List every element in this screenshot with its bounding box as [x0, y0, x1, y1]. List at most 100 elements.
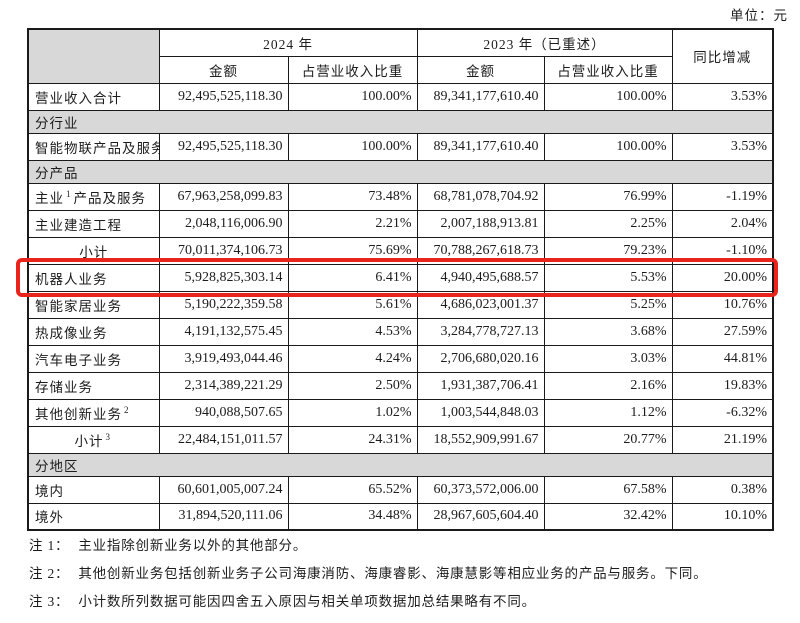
table-row: 其他创新业务 2 940,088,507.65 1.02% 1,003,544,848.…: [27, 398, 774, 427]
cell-pct-2023: 76.99%: [543, 182, 673, 211]
cell-pct-2024: 34.48%: [287, 502, 418, 531]
section-label: 分地区: [27, 452, 774, 477]
cell-pct-2023: 2.25%: [543, 209, 673, 238]
table-row: 主业建造工程 2,048,116,006.90 2.21% 2,007,188,913…: [27, 209, 774, 238]
section-label: 分行业: [27, 109, 774, 134]
row-label: 智能物联产品及服务: [27, 132, 160, 161]
cell-pct-2024: 4.24%: [287, 344, 418, 373]
section-row: 分行业: [27, 109, 774, 134]
footnote-1-text: 主业指除创新业务以外的其他部分。: [78, 538, 308, 553]
table-row: 境外 31,894,520,111.06 34.48% 28,967,605,604.…: [27, 502, 774, 531]
cell-yoy: 2.04%: [671, 209, 774, 238]
header-year-2024: 2024 年: [158, 28, 418, 57]
cell-pct-2023: 79.23%: [543, 236, 673, 265]
row-label: 小计: [27, 236, 160, 265]
cell-yoy: 27.59%: [671, 317, 774, 346]
cell-pct-2023: 5.25%: [543, 290, 673, 319]
revenue-breakdown-table: 2024 年 2023 年（已重述） 同比增减 金额 占营业收入比重 金额 占营…: [27, 28, 774, 531]
footnote-2: 注 2： 其他创新业务包括创新业务子公司海康消防、海康睿影、海康慧影等相应业务的产…: [29, 565, 708, 582]
cell-pct-2023: 67.58%: [543, 475, 673, 504]
cell-pct-2024: 100.00%: [287, 132, 418, 161]
row-label: 小计 3: [27, 425, 160, 454]
cell-amount-2023: 28,967,605,604.40: [416, 502, 545, 531]
row-label: 其他创新业务 2: [27, 398, 160, 427]
footnote-2-label: 注 2：: [29, 566, 70, 581]
row-label: 智能家居业务: [27, 290, 160, 319]
section-row: 分地区: [27, 452, 774, 477]
header-pct-2024: 占营业收入比重: [287, 55, 418, 84]
cell-yoy: 20.00%: [671, 263, 774, 292]
cell-amount-2023: 3,284,778,727.13: [416, 317, 545, 346]
header-year-2023: 2023 年（已重述）: [416, 28, 673, 57]
cell-amount-2023: 89,341,177,610.40: [416, 132, 545, 161]
cell-pct-2024: 73.48%: [287, 182, 418, 211]
cell-amount-2023: 89,341,177,610.40: [416, 82, 545, 111]
cell-pct-2024: 75.69%: [287, 236, 418, 265]
cell-amount-2024: 4,191,132,575.45: [158, 317, 289, 346]
cell-pct-2023: 100.00%: [543, 82, 673, 111]
header-amount-2024: 金额: [158, 55, 289, 84]
header-blank-cell: [27, 28, 160, 84]
table-row: 小计 3 22,484,151,011.57 24.31% 18,552,909,991…: [27, 425, 774, 454]
row-label: 境内: [27, 475, 160, 504]
unit-label: 单位：元: [730, 8, 788, 23]
cell-amount-2023: 1,003,544,848.03: [416, 398, 545, 427]
cell-amount-2023: 4,686,023,001.37: [416, 290, 545, 319]
row-label: 机器人业务: [27, 263, 160, 292]
section-row: 分产品: [27, 159, 774, 184]
cell-yoy: 10.10%: [671, 502, 774, 531]
footnote-2-text: 其他创新业务包括创新业务子公司海康消防、海康睿影、海康慧影等相应业务的产品与服务…: [78, 566, 708, 581]
cell-pct-2024: 1.02%: [287, 398, 418, 427]
table-row: 境内 60,601,005,007.24 65.52% 60,373,572,006.…: [27, 475, 774, 504]
cell-pct-2024: 100.00%: [287, 82, 418, 111]
row-label: 营业收入合计: [27, 82, 160, 111]
cell-amount-2024: 940,088,507.65: [158, 398, 289, 427]
header-amount-2023: 金额: [416, 55, 545, 84]
cell-yoy: -6.32%: [671, 398, 774, 427]
cell-yoy: 44.81%: [671, 344, 774, 373]
row-label: 存储业务: [27, 371, 160, 400]
cell-pct-2024: 5.61%: [287, 290, 418, 319]
row-label: 主业建造工程: [27, 209, 160, 238]
cell-amount-2023: 1,931,387,706.41: [416, 371, 545, 400]
cell-amount-2024: 5,190,222,359.58: [158, 290, 289, 319]
cell-amount-2024: 60,601,005,007.24: [158, 475, 289, 504]
cell-pct-2023: 100.00%: [543, 132, 673, 161]
cell-pct-2023: 32.42%: [543, 502, 673, 531]
cell-amount-2024: 22,484,151,011.57: [158, 425, 289, 454]
cell-yoy: 21.19%: [671, 425, 774, 454]
cell-pct-2024: 2.21%: [287, 209, 418, 238]
header-yoy: 同比增减: [671, 28, 774, 84]
table-row: 小计 70,011,374,106.73 75.69% 70,788,267,618.…: [27, 236, 774, 265]
footnote-3-label: 注 3：: [29, 594, 70, 609]
cell-amount-2024: 92,495,525,118.30: [158, 82, 289, 111]
footnote-1: 注 1： 主业指除创新业务以外的其他部分。: [29, 537, 708, 554]
cell-pct-2023: 20.77%: [543, 425, 673, 454]
cell-pct-2024: 2.50%: [287, 371, 418, 400]
header-pct-2023: 占营业收入比重: [543, 55, 673, 84]
cell-amount-2023: 18,552,909,991.67: [416, 425, 545, 454]
table-row: 汽车电子业务 3,919,493,044.46 4.24% 2,706,680,020…: [27, 344, 774, 373]
row-label: 境外: [27, 502, 160, 531]
table-row: 智能物联产品及服务 92,495,525,118.30 100.00% 89,341,…: [27, 132, 774, 161]
cell-pct-2023: 3.68%: [543, 317, 673, 346]
cell-pct-2024: 4.53%: [287, 317, 418, 346]
row-label: 汽车电子业务: [27, 344, 160, 373]
cell-yoy: 0.38%: [671, 475, 774, 504]
section-label: 分产品: [27, 159, 774, 184]
cell-pct-2024: 24.31%: [287, 425, 418, 454]
cell-pct-2023: 3.03%: [543, 344, 673, 373]
cell-pct-2023: 5.53%: [543, 263, 673, 292]
row-label: 主业 1 产品及服务: [27, 182, 160, 211]
table-row: 存储业务 2,314,389,221.29 2.50% 1,931,387,706.4…: [27, 371, 774, 400]
footnote-marker: 1: [66, 189, 72, 199]
footnote-1-label: 注 1：: [29, 538, 70, 553]
cell-amount-2024: 2,314,389,221.29: [158, 371, 289, 400]
cell-pct-2024: 65.52%: [287, 475, 418, 504]
table-row: 营业收入合计 92,495,525,118.30 100.00% 89,341,177…: [27, 82, 774, 111]
cell-amount-2024: 67,963,258,099.83: [158, 182, 289, 211]
cell-pct-2023: 2.16%: [543, 371, 673, 400]
table-row: 主业 1 产品及服务 67,963,258,099.83 73.48% 68,781,07…: [27, 182, 774, 211]
cell-amount-2023: 2,706,680,020.16: [416, 344, 545, 373]
